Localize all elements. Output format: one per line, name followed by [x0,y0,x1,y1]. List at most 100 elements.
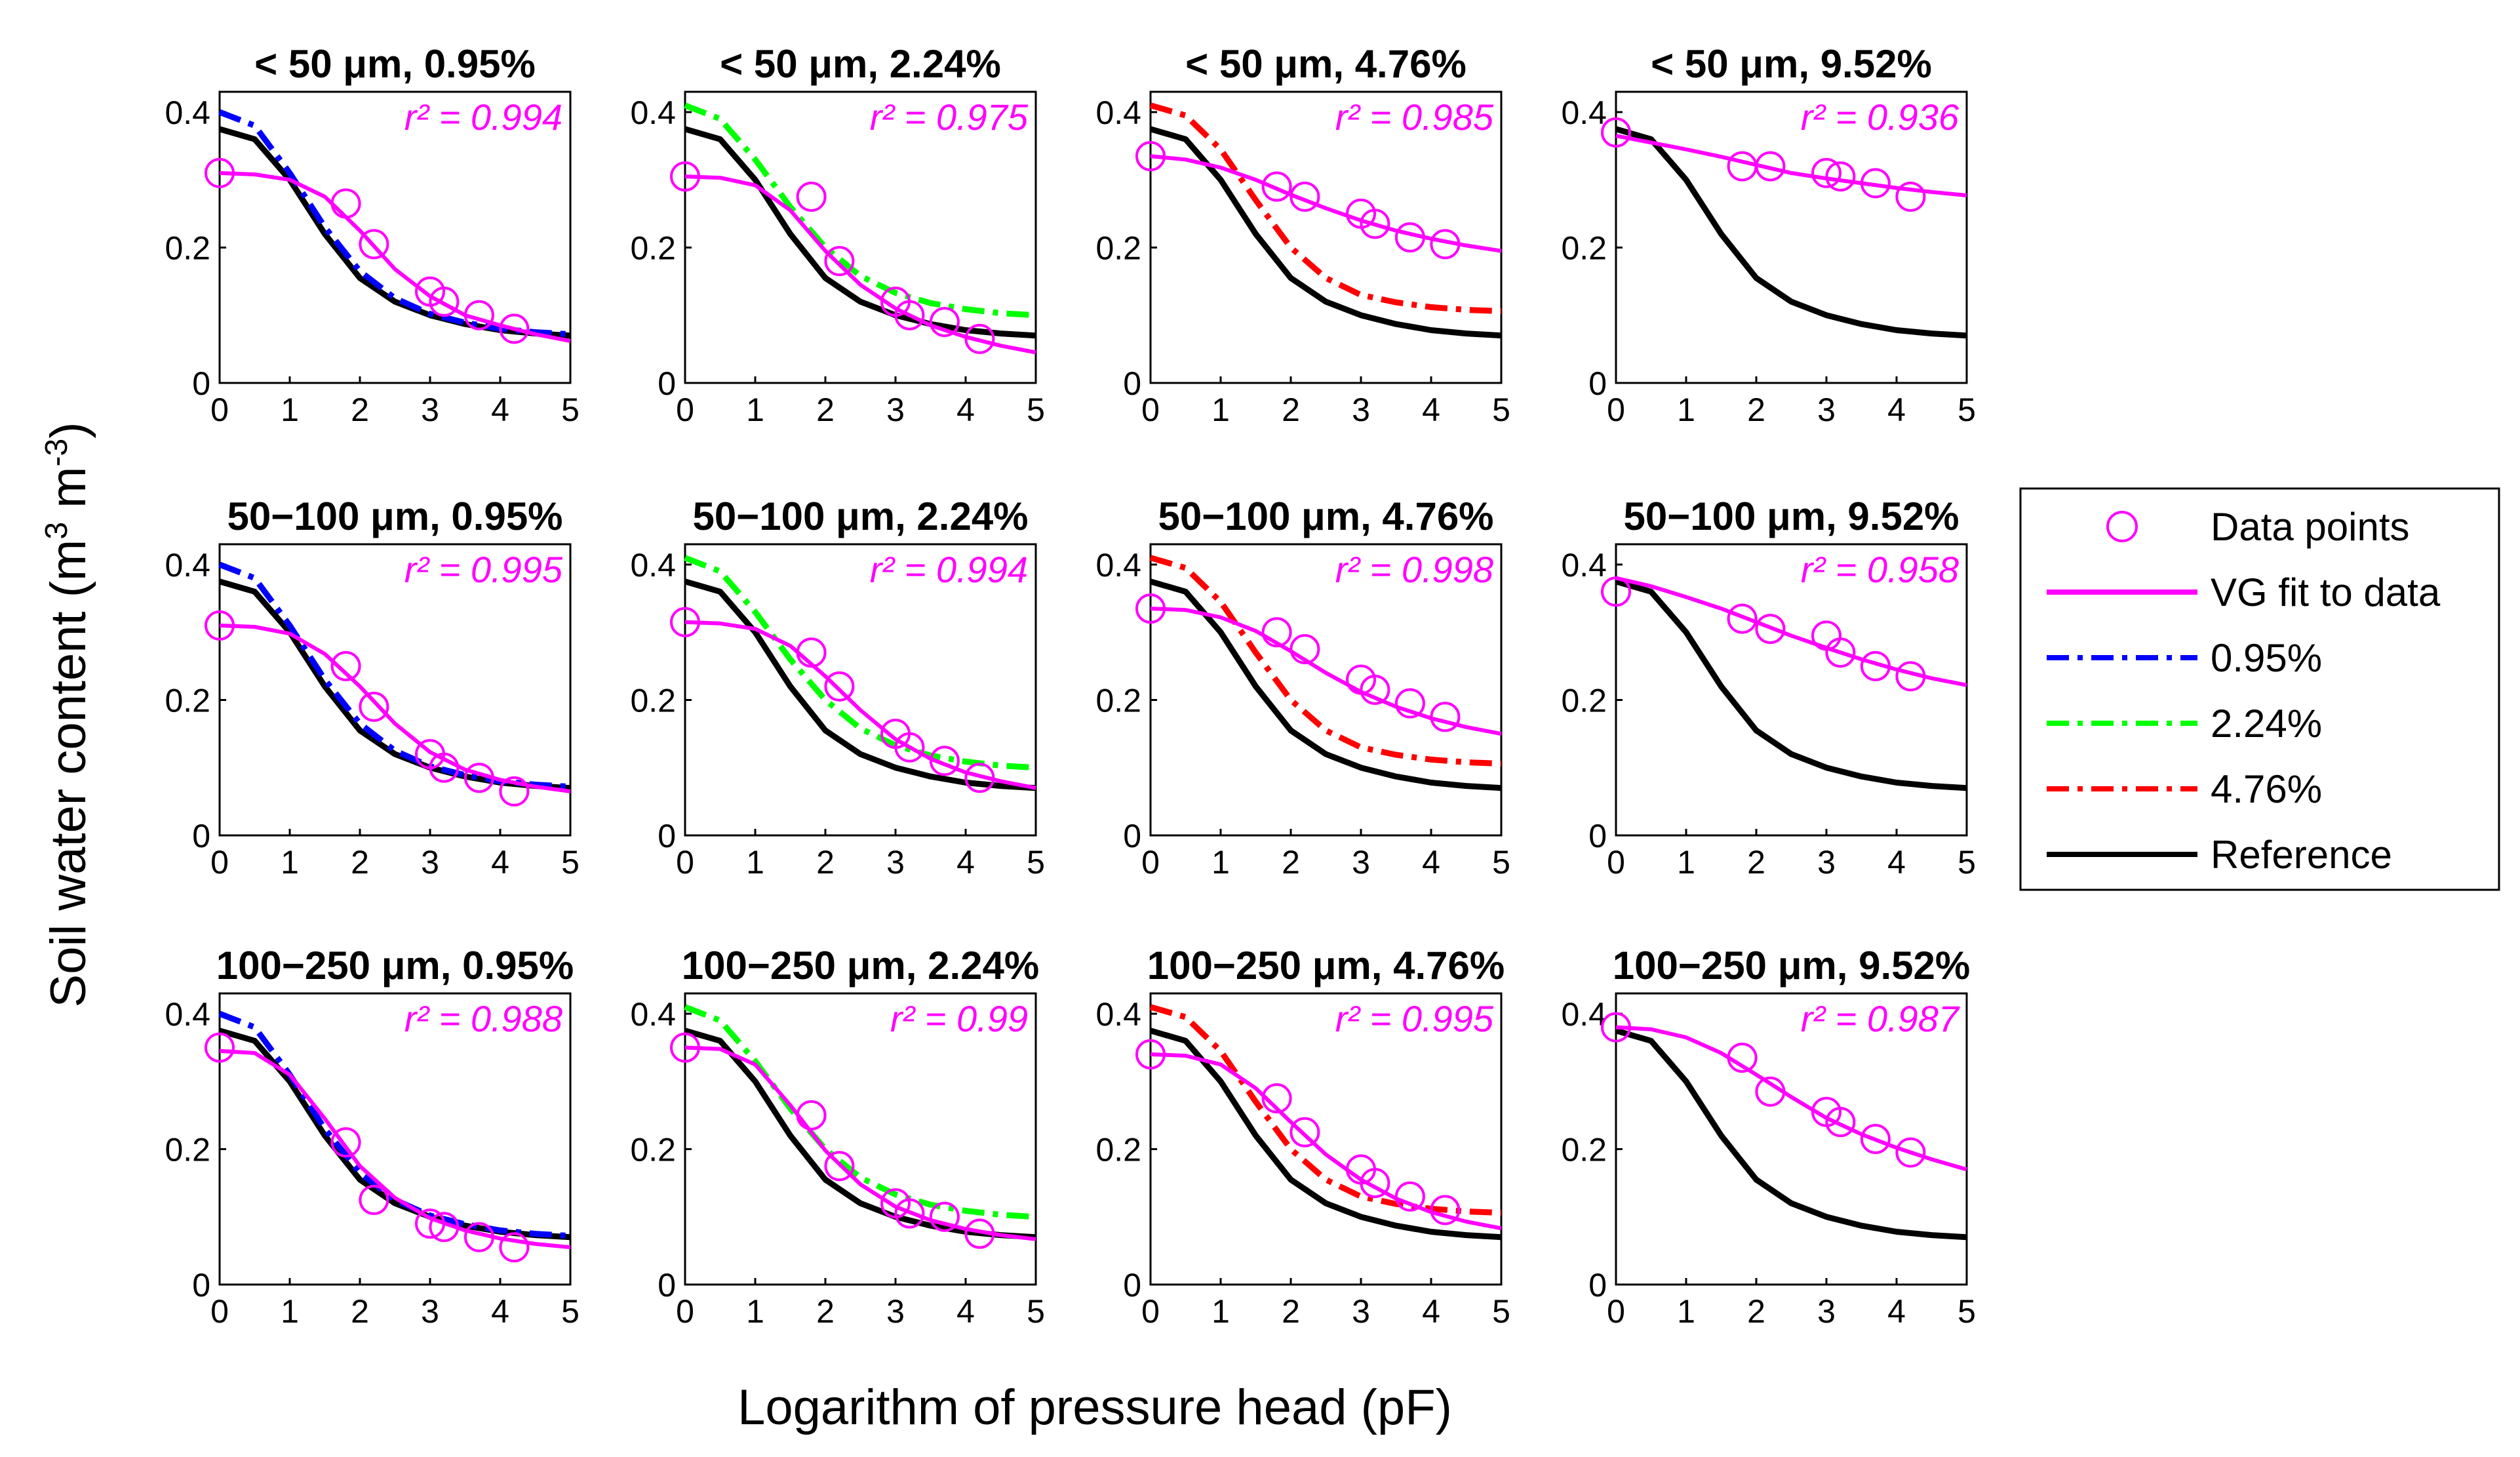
data-point [1755,151,1786,182]
panel-4: < 50 μm, 9.52% 0 1 2 3 4 5 0 0.2 0.4 r² = 0.936 [1561,42,1975,428]
data-point [205,157,235,188]
y-tick-label: 0.2 [1095,230,1141,266]
panel-1: < 50 μm, 0.95% 0 1 2 3 4 5 0 0.2 0.4 r² = 0.994 [165,42,579,428]
r-squared-label: r² = 0.99 [890,998,1028,1039]
data-point [205,1032,235,1063]
y-tick-label: 0 [192,1267,210,1304]
y-tick-label: 0 [192,365,210,402]
data-point [463,763,494,793]
panel-title: 100−250 μm, 0.95% [216,944,574,988]
vg-fit-curve [1150,607,1502,736]
data-point [670,161,700,192]
y-axis-label: Soil water content (m3 m-3) [39,422,96,1008]
y-tick-label: 0.4 [630,547,676,584]
legend-swatch-marker [2106,511,2138,542]
x-tick-label: 5 [1027,1293,1045,1330]
data-point [359,229,389,260]
data-point [964,763,995,793]
reference-curve [684,1028,1036,1241]
data-point [1601,576,1631,607]
x-tick-label: 4 [491,844,509,881]
panel-title: < 50 μm, 0.95% [254,42,536,86]
data-point [964,1218,995,1249]
data-point [415,1208,445,1239]
x-tick-label: 0 [1607,1293,1625,1330]
r-squared-label: r² = 0.998 [1335,549,1493,590]
panel-title: 50−100 μm, 9.52% [1623,494,1959,538]
data-point [1261,1083,1292,1114]
reference-curve [1149,578,1502,791]
curve-c095 [218,109,571,338]
y-tick-label: 0.2 [630,1131,676,1168]
y-axis-label-mid: m [41,467,96,522]
data-point [1290,634,1320,665]
data-point [1135,593,1166,624]
r-squared-label: r² = 0.994 [404,96,562,138]
panel-6: 50−100 μm, 2.24% 0 1 2 3 4 5 0 0.2 0.4 r² = 0.994 [630,494,1044,881]
x-tick-label: 0 [676,391,694,428]
data-point [1727,151,1758,182]
data-point [429,752,460,783]
x-tick-label: 5 [1958,1293,1976,1330]
x-tick-label: 0 [1607,391,1625,428]
vg-fit-curve [1615,1025,1967,1172]
r-squared-label: r² = 0.995 [404,549,563,590]
data-point [463,1222,494,1252]
y-tick-label: 0.4 [1561,547,1607,584]
y-tick-label: 0.2 [165,1131,210,1168]
x-tick-label: 0 [210,391,229,428]
x-tick-label: 1 [281,391,299,428]
panel-title: 50−100 μm, 4.76% [1158,494,1493,538]
x-tick-label: 3 [886,844,905,881]
reference-curve [1615,578,1967,791]
panel-7: 50−100 μm, 4.76% 0 1 2 3 4 5 0 0.2 0.4 r² = 0.998 [1095,494,1510,881]
y-tick-label: 0 [1588,1267,1607,1304]
x-tick-label: 5 [1492,391,1510,428]
x-tick-label: 4 [1422,844,1440,881]
x-tick-label: 3 [1352,844,1370,881]
y-tick-label: 0 [1588,365,1607,402]
legend-box [2019,487,2500,891]
data-point [463,300,494,330]
y-tick-label: 0.2 [1095,682,1141,719]
data-point [929,1201,960,1232]
x-tick-label: 0 [210,844,229,881]
y-tick-label: 0.4 [1095,547,1141,584]
axes-box [1615,543,1968,837]
vg-fit-curve [1150,154,1502,253]
data-point [929,746,960,776]
x-tick-label: 5 [1492,844,1510,881]
x-tick-label: 3 [1817,844,1836,881]
data-point [429,1212,460,1243]
x-tick-label: 1 [746,844,764,881]
x-tick-label: 2 [816,391,835,428]
data-point [796,1100,827,1130]
data-point [1261,171,1292,202]
legend-label: 0.95% [2211,636,2322,680]
data-point [1727,603,1758,634]
data-point [1601,117,1631,148]
data-point [824,671,855,702]
data-point [894,1198,925,1229]
y-tick-label: 0.4 [630,996,676,1033]
panel-3: < 50 μm, 4.76% 0 1 2 3 4 5 0 0.2 0.4 r² = 0.985 [1095,42,1510,428]
data-point [205,610,235,641]
panel-title: < 50 μm, 4.76% [1185,42,1467,86]
x-tick-label: 5 [1958,844,1976,881]
vg-fit-curve [219,1048,571,1250]
legend-label: 2.24% [2211,702,2322,746]
axes-box [1615,992,1968,1286]
data-point [330,188,361,219]
curve-c224 [684,1004,1036,1220]
data-point [429,287,460,317]
x-tick-label: 0 [1141,391,1160,428]
data-point [1135,141,1166,172]
y-axis-label-exp1: 3 [39,522,74,540]
x-tick-label: 2 [351,1293,369,1330]
r-squared-label: r² = 0.936 [1801,96,1959,138]
curve-c095 [218,561,571,790]
x-tick-label: 5 [1958,391,1976,428]
curve-c224 [684,102,1036,319]
y-tick-label: 0 [1123,365,1141,402]
y-tick-label: 0.2 [630,682,676,719]
